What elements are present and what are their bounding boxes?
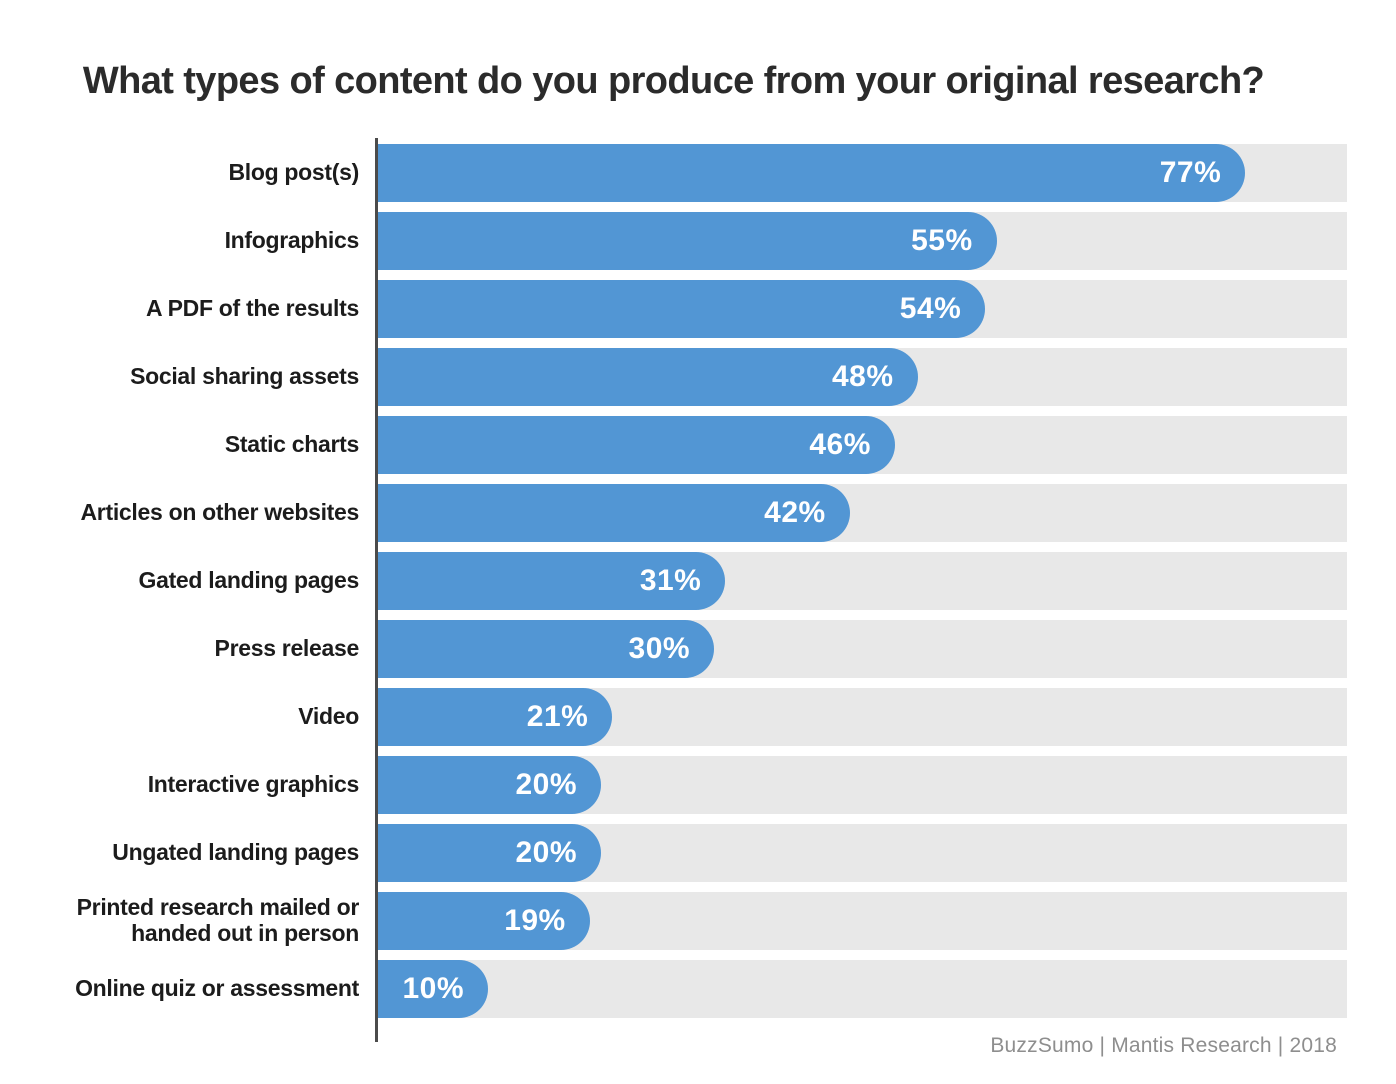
y-axis-line: [375, 137, 378, 1042]
category-label: Online quiz or assessment: [75, 974, 359, 1001]
bar: 20%: [375, 823, 602, 882]
value-label: 48%: [831, 359, 894, 393]
category-label: Ungated landing pages: [112, 838, 359, 865]
bar: 19%: [375, 891, 590, 950]
value-label: 20%: [515, 835, 578, 869]
source-credit: BuzzSumo | Mantis Research | 2018: [990, 1033, 1337, 1057]
chart-row: Interactive graphics 20%: [0, 755, 1347, 814]
value-label: 31%: [639, 563, 702, 597]
value-label: 30%: [628, 631, 691, 665]
category-label: Infographics: [224, 226, 360, 253]
chart-page: What types of content do you produce fro…: [0, 60, 1396, 1084]
category-label: Blog post(s): [228, 158, 359, 185]
value-label: 55%: [911, 223, 973, 257]
category-label: Social sharing assets: [130, 362, 359, 389]
bar-track: 20%: [375, 823, 1347, 882]
category-label: Video: [298, 702, 359, 729]
bar: 55%: [375, 211, 997, 270]
bar: 21%: [375, 687, 613, 746]
category-label: Printed research mailed or handed out in…: [76, 893, 360, 946]
bar-chart: Blog post(s) 77% Infographics 55% A PDF …: [0, 137, 1347, 1042]
bar: 77%: [375, 143, 1246, 202]
category-label: Interactive graphics: [147, 770, 360, 797]
bar: 30%: [375, 619, 715, 678]
bar: 42%: [375, 483, 850, 542]
value-label: 46%: [809, 427, 871, 461]
chart-row: Articles on other websites 42%: [0, 483, 1347, 542]
chart-title: What types of content do you produce fro…: [82, 60, 1265, 102]
category-label: Articles on other websites: [80, 498, 360, 525]
bar: 48%: [375, 347, 918, 406]
bar-track: 48%: [375, 347, 1347, 406]
bar: 20%: [375, 755, 602, 814]
category-label: Static charts: [224, 430, 359, 457]
chart-row: Social sharing assets 48%: [0, 347, 1347, 406]
chart-row: Printed research mailed or handed out in…: [0, 891, 1347, 950]
value-label: 42%: [764, 495, 826, 529]
bar-track: 42%: [375, 483, 1347, 542]
bar: 10%: [375, 959, 489, 1018]
value-label: 21%: [526, 699, 589, 733]
bar-track: 31%: [375, 551, 1347, 610]
category-label: A PDF of the results: [146, 294, 359, 321]
chart-row: Ungated landing pages 20%: [0, 823, 1347, 882]
value-label: 77%: [1159, 155, 1222, 189]
chart-row: Press release 30%: [0, 619, 1347, 678]
chart-row: Infographics 55%: [0, 211, 1347, 270]
value-label: 19%: [504, 903, 566, 937]
bar-track: 30%: [375, 619, 1347, 678]
category-label: Gated landing pages: [138, 566, 359, 593]
bar-track: 77%: [375, 143, 1347, 202]
bar-track: 19%: [375, 891, 1347, 950]
category-label: Press release: [214, 634, 360, 661]
value-label: 10%: [402, 971, 465, 1005]
bar: 46%: [375, 415, 895, 474]
chart-row: Online quiz or assessment 10%: [0, 959, 1347, 1018]
chart-row: Blog post(s) 77%: [0, 143, 1347, 202]
chart-row: A PDF of the results 54%: [0, 279, 1347, 338]
bar: 54%: [375, 279, 986, 338]
value-label: 20%: [515, 767, 578, 801]
value-label: 54%: [899, 291, 962, 325]
bar-track: 54%: [375, 279, 1347, 338]
bar: 31%: [375, 551, 726, 610]
bar-track: 46%: [375, 415, 1347, 474]
chart-rows: Blog post(s) 77% Infographics 55% A PDF …: [0, 143, 1347, 1018]
bar-track: 21%: [375, 687, 1347, 746]
bar-track: 55%: [375, 211, 1347, 270]
chart-row: Gated landing pages 31%: [0, 551, 1347, 610]
chart-row: Static charts 46%: [0, 415, 1347, 474]
chart-row: Video 21%: [0, 687, 1347, 746]
bar-track: 20%: [375, 755, 1347, 814]
bar-track: 10%: [375, 959, 1347, 1018]
